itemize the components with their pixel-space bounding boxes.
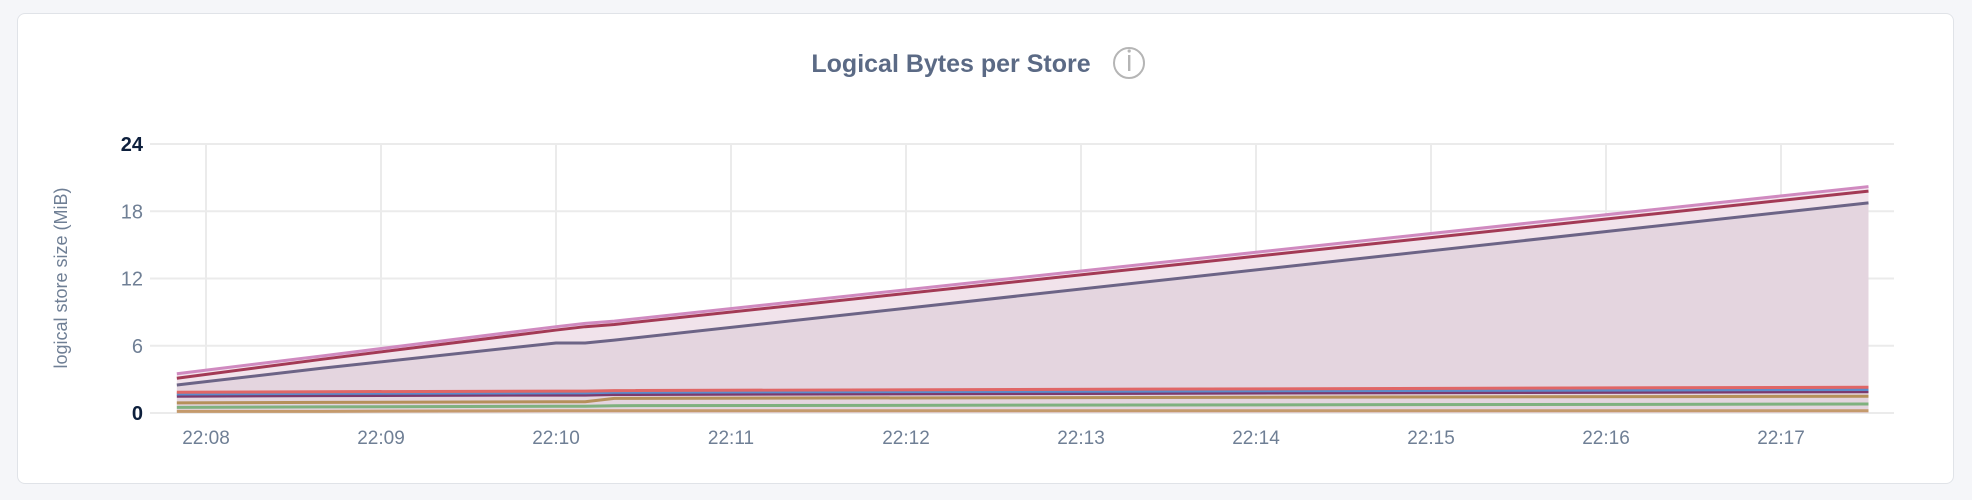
x-tick-label: 22:09 <box>357 428 405 449</box>
x-tick-label: 22:08 <box>182 428 230 449</box>
line-series-1[interactable] <box>176 402 1869 409</box>
x-tick-label: 22:12 <box>882 428 930 449</box>
x-ticks: 22:08 22:09 22:10 22:11 22:12 22:13 22:14 22:15… <box>182 428 1805 449</box>
line-series-3[interactable] <box>176 390 1869 398</box>
info-icon[interactable] <box>1113 47 1145 79</box>
y-ticks: 0 6 12 18 24 <box>121 134 144 425</box>
line-series-6[interactable] <box>176 201 1869 387</box>
line-series-0[interactable] <box>176 409 1869 413</box>
y-tick-label: 18 <box>121 201 143 223</box>
y-axis-label: logical store size (MiB) <box>51 187 71 368</box>
line-series-4[interactable] <box>176 387 1869 396</box>
area-series-7 <box>176 191 1869 385</box>
stacked-areas <box>176 185 1869 413</box>
area-series-8 <box>176 186 1869 379</box>
line-series-8[interactable] <box>176 185 1869 376</box>
chart-title: Logical Bytes per Store <box>811 50 1090 78</box>
y-tick-label: 12 <box>121 269 143 291</box>
x-tick-label: 22:14 <box>1232 428 1280 449</box>
x-tick-label: 22:11 <box>708 428 754 449</box>
x-tick-label: 22:13 <box>1057 428 1105 449</box>
x-tick-label: 22:17 <box>1757 428 1805 449</box>
line-series-7[interactable] <box>176 189 1869 380</box>
y-tick-label: 0 <box>132 403 143 425</box>
line-series-5[interactable] <box>176 385 1869 394</box>
y-tick-label: 6 <box>132 336 143 358</box>
y-tick-label: 24 <box>121 134 144 156</box>
x-tick-label: 22:15 <box>1407 428 1455 449</box>
x-tick-label: 22:16 <box>1582 428 1630 449</box>
x-tick-label: 22:10 <box>532 428 580 449</box>
line-series-2[interactable] <box>176 394 1869 405</box>
